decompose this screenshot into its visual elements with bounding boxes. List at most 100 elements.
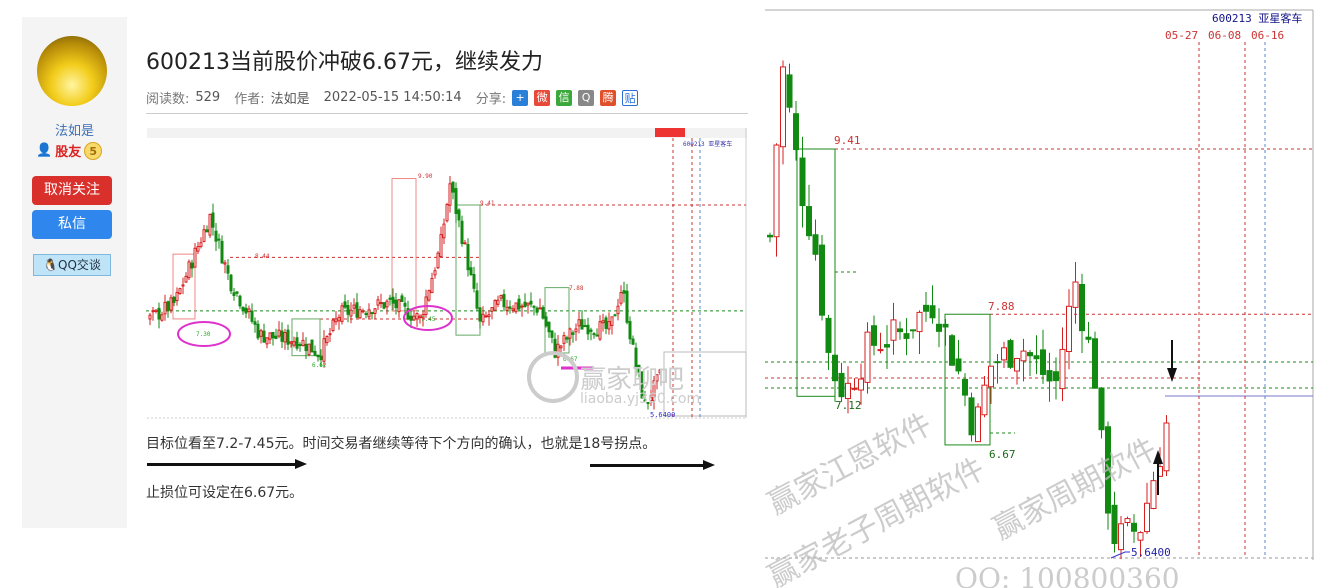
candle: [897, 328, 903, 333]
candle: [169, 297, 173, 311]
candle: [358, 309, 362, 319]
candle: [301, 339, 305, 347]
candle: [851, 387, 858, 390]
watermark-url: liaoba.yj360.com: [580, 391, 700, 407]
candle: [1066, 305, 1072, 352]
weibo-icon[interactable]: 微: [534, 89, 551, 106]
qq-icon[interactable]: Q: [578, 89, 595, 106]
user-badge: 👤 股友 5: [36, 141, 103, 160]
author-link[interactable]: 法如是: [270, 92, 310, 107]
candle: [793, 113, 799, 151]
candle: [271, 331, 275, 339]
candle: [610, 316, 614, 326]
candle: [448, 183, 452, 206]
candle: [1027, 352, 1033, 357]
candle: [283, 332, 287, 343]
candle: [331, 319, 335, 332]
candle: [361, 310, 365, 313]
candle: [346, 304, 350, 315]
level-label: 6.67: [989, 448, 1016, 461]
candle: [622, 290, 626, 294]
qq-chat-button[interactable]: 🐧QQ交谈: [33, 254, 111, 276]
candle: [550, 330, 554, 338]
tieba-icon[interactable]: 贴: [622, 89, 639, 106]
article-meta: 阅读数: 529 作者: 法如是 2022-05-15 14:50:14 分享: +…: [146, 88, 639, 107]
qq-icon: 🐧: [43, 258, 59, 272]
candle: [838, 372, 845, 398]
reads-count: 529: [195, 90, 221, 105]
candle: [825, 317, 832, 353]
small-stock-label: 600213 亚星客车: [683, 140, 732, 148]
candle: [160, 314, 164, 321]
arrow-right-icon: [590, 464, 705, 467]
candle: [295, 337, 299, 349]
candle: [214, 230, 218, 242]
candle: [767, 234, 773, 238]
candle: [884, 344, 890, 348]
price-box: [172, 253, 196, 320]
candle: [316, 354, 320, 358]
candle: [559, 345, 563, 349]
unfollow-button[interactable]: 取消关注: [32, 176, 112, 205]
candle: [1111, 504, 1118, 545]
candle: [1124, 518, 1131, 524]
candle: [773, 144, 780, 238]
candle: [845, 382, 851, 400]
tencent-weibo-icon[interactable]: 腾: [600, 89, 617, 106]
author-name[interactable]: 法如是: [54, 124, 94, 139]
wechat-icon[interactable]: 信: [556, 89, 573, 106]
candle: [196, 246, 200, 252]
candle: [487, 314, 491, 318]
candle: [298, 344, 302, 347]
user-icon: 👤: [36, 143, 53, 158]
candle: [322, 338, 326, 362]
candle: [325, 336, 329, 344]
candle: [1098, 387, 1105, 431]
candle: [541, 307, 545, 319]
candle: [292, 341, 296, 346]
candle: [1033, 355, 1040, 360]
candle: [1007, 340, 1014, 368]
candle: [577, 319, 581, 327]
candle: [367, 309, 371, 318]
candle: [304, 343, 308, 352]
level-label: 7.88: [988, 300, 1015, 313]
candle: [478, 307, 482, 322]
candle: [505, 306, 509, 311]
candle: [877, 349, 884, 352]
private-message-button[interactable]: 私信: [32, 210, 112, 239]
candle: [151, 310, 155, 313]
candle: [553, 338, 557, 358]
date-marker: 06-16: [1251, 29, 1284, 42]
candle: [199, 242, 203, 247]
candle: [1046, 370, 1053, 382]
candle: [613, 314, 617, 317]
candle: [975, 406, 981, 443]
candle: [652, 380, 656, 402]
plus-share-icon[interactable]: +: [512, 89, 529, 106]
candle: [376, 299, 380, 306]
candle: [319, 355, 323, 361]
candle: [1014, 357, 1020, 372]
avatar[interactable]: [37, 36, 107, 106]
candle: [244, 307, 248, 314]
candle: [193, 247, 197, 268]
candle: [442, 223, 446, 239]
candle: [445, 204, 449, 222]
candle: [1144, 502, 1150, 533]
level-label: 5.6400: [650, 411, 675, 419]
candle: [1059, 348, 1066, 390]
candle: [223, 262, 227, 265]
candle: [547, 321, 551, 333]
candle: [903, 333, 910, 339]
candle: [259, 330, 263, 337]
candle: [508, 306, 512, 309]
candle: [409, 315, 413, 321]
candle: [637, 364, 641, 374]
candle: [484, 315, 488, 318]
candle: [391, 296, 395, 304]
candle: [858, 378, 864, 391]
candle: [421, 314, 425, 319]
qq-chat-label: QQ交谈: [58, 258, 101, 272]
price-box: [455, 204, 481, 336]
